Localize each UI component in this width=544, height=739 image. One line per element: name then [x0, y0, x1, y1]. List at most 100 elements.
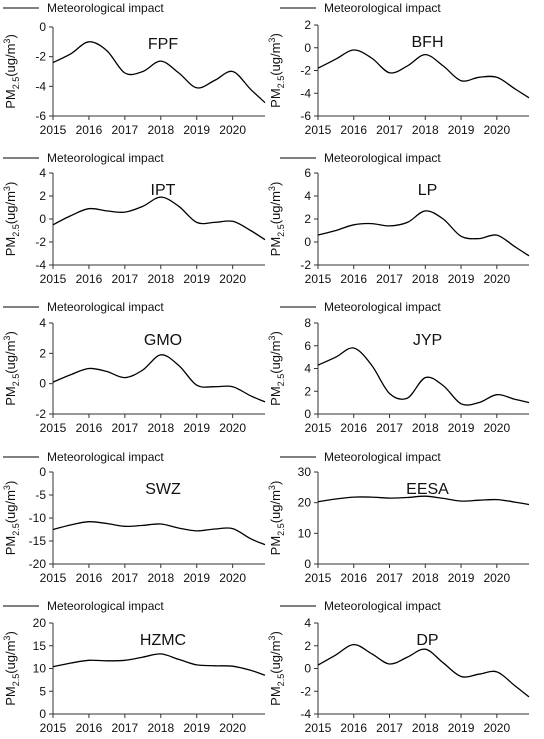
x-tick-label: 2018 [147, 571, 174, 585]
x-tick-label: 2020 [483, 272, 510, 286]
x-tick-label: 2015 [305, 721, 332, 735]
x-tick-label: 2019 [183, 123, 210, 137]
y-tick-label: 4 [304, 616, 311, 630]
y-tick-label: -2 [35, 235, 46, 249]
x-tick-label: 2016 [76, 571, 103, 585]
chart-panel-lp: Meteorological impact -2 0 2 4 6 2015 2016 2017 2… [267, 151, 530, 286]
x-tick-label: 2018 [147, 123, 174, 137]
y-tick-label: 0 [304, 662, 311, 676]
x-tick-label: 2018 [412, 721, 439, 735]
x-tick-label: 2018 [412, 272, 439, 286]
y-tick-label: -4 [35, 79, 46, 93]
x-tick-label: 2020 [483, 123, 510, 137]
x-tick-label: 2017 [112, 721, 139, 735]
x-tick-label: 2018 [412, 421, 439, 435]
x-tick-label: 2015 [40, 421, 67, 435]
y-tick-label: 2 [39, 189, 46, 203]
chart-title: IPT [151, 182, 176, 199]
series-line [317, 210, 530, 257]
x-tick-label: 2017 [376, 571, 403, 585]
x-tick-label: 2016 [340, 421, 367, 435]
series-line [52, 354, 266, 403]
y-tick-label: -15 [29, 534, 47, 548]
y-tick-label: 0 [39, 377, 46, 391]
y-tick-label: -2 [35, 50, 46, 64]
x-tick-label: 2017 [376, 421, 403, 435]
x-tick-label: 2016 [76, 272, 103, 286]
y-tick-label: 2 [304, 212, 311, 226]
y-tick-label: 2 [304, 18, 311, 32]
x-tick-label: 2020 [219, 721, 246, 735]
chart-panel-bfh: Meteorological impact -6 -4 -2 0 2 2015 2016 201… [267, 1, 530, 137]
y-axis-label: PM2.5(ug/m3) [2, 331, 21, 406]
chart-panel-gmo: Meteorological impact -2 0 2 4 2015 2016 2017 20… [2, 300, 266, 435]
x-tick-label: 2018 [147, 721, 174, 735]
x-tick-label: 2019 [448, 272, 475, 286]
y-tick-label: -2 [300, 684, 311, 698]
legend-label: Meteorological impact [47, 300, 164, 314]
x-tick-label: 2018 [412, 123, 439, 137]
x-tick-label: 2019 [183, 721, 210, 735]
x-tick-label: 2019 [448, 123, 475, 137]
y-tick-label: -2 [300, 258, 311, 272]
legend-label: Meteorological impact [47, 1, 164, 15]
y-tick-label: 30 [298, 465, 312, 479]
chart-title: GMO [144, 332, 182, 349]
x-tick-label: 2017 [112, 272, 139, 286]
y-tick-label: 0 [304, 407, 311, 421]
x-tick-label: 2016 [340, 123, 367, 137]
x-tick-label: 2015 [305, 272, 332, 286]
y-tick-label: 0 [39, 20, 46, 34]
y-tick-label: 4 [304, 189, 311, 203]
y-tick-label: 6 [304, 166, 311, 180]
chart-panel-hzmc: Meteorological impact 0 5 10 15 20 2015 2016 201… [2, 599, 266, 735]
chart-panel-jyp: Meteorological impact 0 2 4 6 8 2015 2016 2017 20… [267, 300, 530, 435]
x-tick-label: 2016 [340, 571, 367, 585]
x-tick-label: 2017 [112, 421, 139, 435]
y-tick-label: 2 [39, 346, 46, 360]
legend-label: Meteorological impact [324, 300, 441, 314]
x-tick-label: 2016 [340, 721, 367, 735]
chart-title: HZMC [140, 632, 186, 649]
x-tick-label: 2015 [40, 272, 67, 286]
chart-title: DP [416, 632, 438, 649]
y-axis-label: PM2.5(ug/m3) [2, 34, 21, 109]
x-tick-label: 2015 [40, 123, 67, 137]
x-tick-label: 2020 [483, 421, 510, 435]
x-tick-label: 2019 [448, 571, 475, 585]
x-tick-label: 2016 [76, 123, 103, 137]
y-tick-label: 5 [39, 684, 46, 698]
x-tick-label: 2020 [219, 272, 246, 286]
y-tick-label: 4 [304, 362, 311, 376]
legend-label: Meteorological impact [324, 599, 441, 613]
x-tick-label: 2018 [147, 272, 174, 286]
x-tick-label: 2017 [112, 123, 139, 137]
x-tick-label: 2020 [219, 571, 246, 585]
y-tick-label: -4 [35, 258, 46, 272]
x-tick-label: 2020 [483, 721, 510, 735]
chart-title: JYP [413, 332, 442, 349]
y-tick-label: -10 [29, 511, 47, 525]
y-tick-label: 10 [33, 662, 47, 676]
y-axis-label: PM2.5(ug/m3) [267, 33, 286, 108]
y-axis-label: PM2.5(ug/m3) [2, 631, 21, 706]
y-axis-label: PM2.5(ug/m3) [267, 182, 286, 257]
y-tick-label: -6 [300, 109, 311, 123]
x-tick-label: 2015 [40, 571, 67, 585]
x-tick-label: 2017 [112, 571, 139, 585]
x-tick-label: 2015 [305, 571, 332, 585]
series-line [52, 653, 266, 676]
y-axis-label: PM2.5(ug/m3) [2, 182, 21, 257]
chart-panel-ipt: Meteorological impact -4 -2 0 2 4 2015 2016 2017… [2, 151, 266, 286]
y-tick-label: 0 [304, 557, 311, 571]
chart-panel-dp: Meteorological impact -4 -2 0 2 4 2015 2016 2017… [267, 599, 530, 735]
y-tick-label: -20 [29, 557, 47, 571]
y-tick-label: 10 [298, 526, 312, 540]
x-tick-label: 2019 [183, 272, 210, 286]
series-line [52, 196, 266, 241]
y-tick-label: 20 [298, 496, 312, 510]
y-tick-label: -5 [35, 488, 46, 502]
legend-label: Meteorological impact [324, 450, 441, 464]
y-tick-label: 2 [304, 384, 311, 398]
x-tick-label: 2019 [448, 421, 475, 435]
